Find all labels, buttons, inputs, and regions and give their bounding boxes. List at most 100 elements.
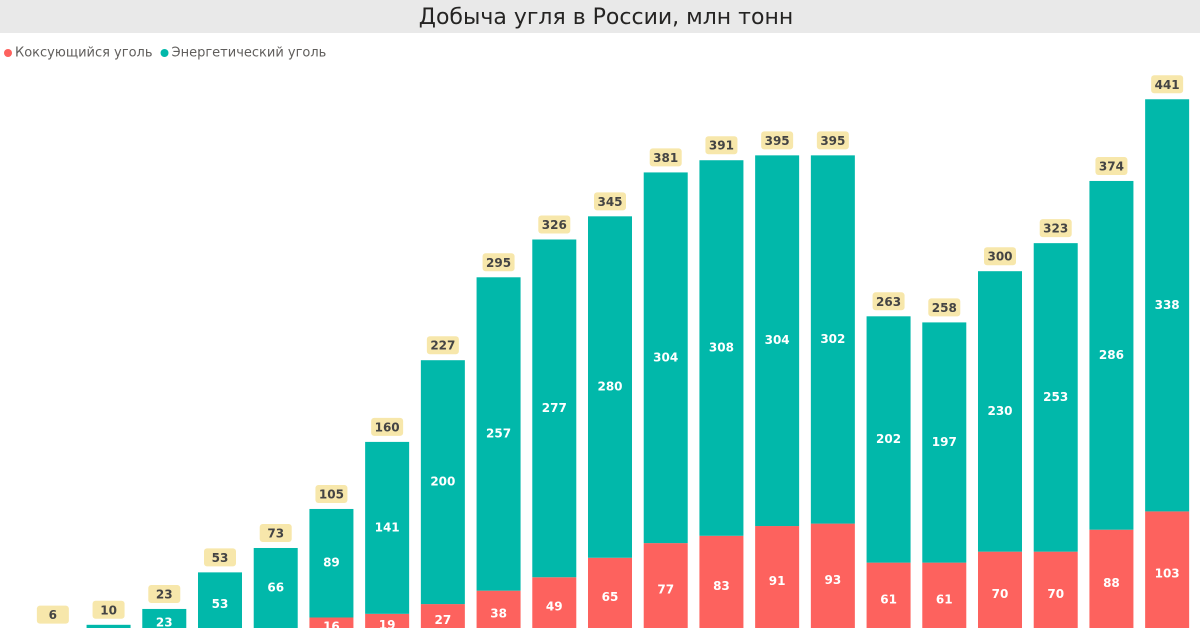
bar-segment [532, 577, 577, 628]
total-label: 227 [430, 339, 455, 353]
bar-segment [755, 526, 800, 628]
bar-segment [643, 172, 688, 544]
total-label-box [1095, 156, 1128, 175]
total-label: 326 [542, 218, 567, 232]
legend-marker [4, 49, 12, 57]
total-label-box [36, 605, 69, 624]
data-label: 338 [1155, 298, 1180, 312]
bar-segment [476, 590, 521, 628]
total-label: 53 [212, 551, 229, 565]
bar-segment [588, 557, 632, 628]
total-label: 395 [820, 134, 845, 148]
bar-segment [309, 617, 354, 628]
total-label: 374 [1099, 159, 1124, 173]
bar-segment [1033, 551, 1078, 628]
data-label: 19 [379, 618, 396, 628]
bar-segment [420, 604, 465, 628]
bar-segment [866, 562, 911, 628]
data-label: 65 [602, 590, 619, 604]
total-label: 391 [709, 139, 734, 153]
data-label: 16 [323, 620, 340, 628]
data-label: 88 [1103, 576, 1120, 590]
data-label: 49 [546, 600, 563, 614]
bar-segment [922, 562, 967, 628]
legend-label: Коксующийся уголь [15, 46, 153, 61]
total-label: 323 [1043, 222, 1068, 236]
data-label: 197 [932, 435, 957, 449]
total-label-box [92, 600, 125, 619]
bar-segment [643, 543, 688, 628]
total-label-box [649, 148, 682, 167]
data-label: 286 [1099, 348, 1124, 362]
data-label: 308 [709, 341, 734, 355]
total-label: 105 [319, 487, 344, 501]
data-label: 61 [936, 592, 953, 606]
total-label: 6 [49, 608, 57, 622]
bar-segment [1145, 511, 1190, 628]
chart-title: Добыча угля в России, млн тонн [419, 5, 793, 30]
total-label-box [1151, 75, 1184, 94]
data-label: 89 [323, 556, 340, 570]
data-label: 230 [987, 404, 1012, 418]
total-label: 300 [987, 250, 1012, 264]
data-label: 70 [992, 587, 1009, 601]
data-label: 27 [435, 613, 452, 627]
bar-segment [253, 547, 298, 628]
legend-label: Энергетический уголь [172, 46, 327, 61]
total-label: 258 [932, 301, 957, 315]
bar-segment [365, 613, 410, 628]
total-label: 395 [765, 134, 790, 148]
data-label: 141 [375, 520, 400, 534]
bar-segment [198, 572, 242, 628]
total-label-box [984, 247, 1016, 266]
bar-segment [866, 316, 911, 563]
total-label-box [928, 298, 961, 317]
data-label: 103 [1155, 567, 1180, 581]
total-label-box [371, 417, 404, 436]
data-label: 202 [876, 432, 901, 446]
bar-segment [588, 216, 632, 558]
bar-segment [978, 271, 1022, 552]
title-bar [0, 0, 1200, 33]
total-label-box [594, 192, 626, 211]
total-label-box [538, 215, 571, 234]
data-label: 38 [490, 606, 507, 620]
total-label: 345 [597, 195, 622, 209]
bar-segment [699, 535, 744, 628]
total-label: 160 [375, 420, 400, 434]
bar-segment [922, 322, 967, 563]
data-label: 91 [769, 574, 786, 588]
bar-segment [309, 508, 354, 618]
total-label: 23 [156, 587, 173, 601]
bar-segment [810, 155, 855, 524]
bar-segment [810, 523, 855, 628]
total-label-box [1039, 219, 1072, 238]
total-label: 381 [653, 151, 678, 165]
bar-segment [532, 239, 577, 578]
total-label-box [816, 131, 849, 150]
total-label-box [482, 253, 515, 272]
total-label-box [315, 484, 348, 503]
bar-segment [420, 360, 465, 605]
data-label: 200 [430, 475, 455, 489]
total-label: 441 [1155, 78, 1180, 92]
data-label: 66 [267, 581, 284, 595]
total-label: 73 [267, 526, 284, 540]
data-label: 253 [1043, 390, 1068, 404]
data-label: 304 [653, 350, 678, 364]
total-label-box [259, 523, 292, 542]
bar-segment [699, 160, 744, 536]
total-label: 10 [100, 603, 117, 617]
data-label: 302 [820, 332, 845, 346]
data-label: 83 [713, 579, 730, 593]
bar-segment [978, 551, 1022, 628]
total-label: 295 [486, 256, 511, 270]
bar-segment [1089, 529, 1134, 628]
data-label: 53 [212, 597, 229, 611]
data-label: 93 [825, 573, 842, 587]
data-label: 23 [156, 615, 173, 628]
bar-segment [142, 608, 187, 628]
bar-segment [1145, 99, 1190, 512]
bar-segment [1089, 180, 1134, 530]
